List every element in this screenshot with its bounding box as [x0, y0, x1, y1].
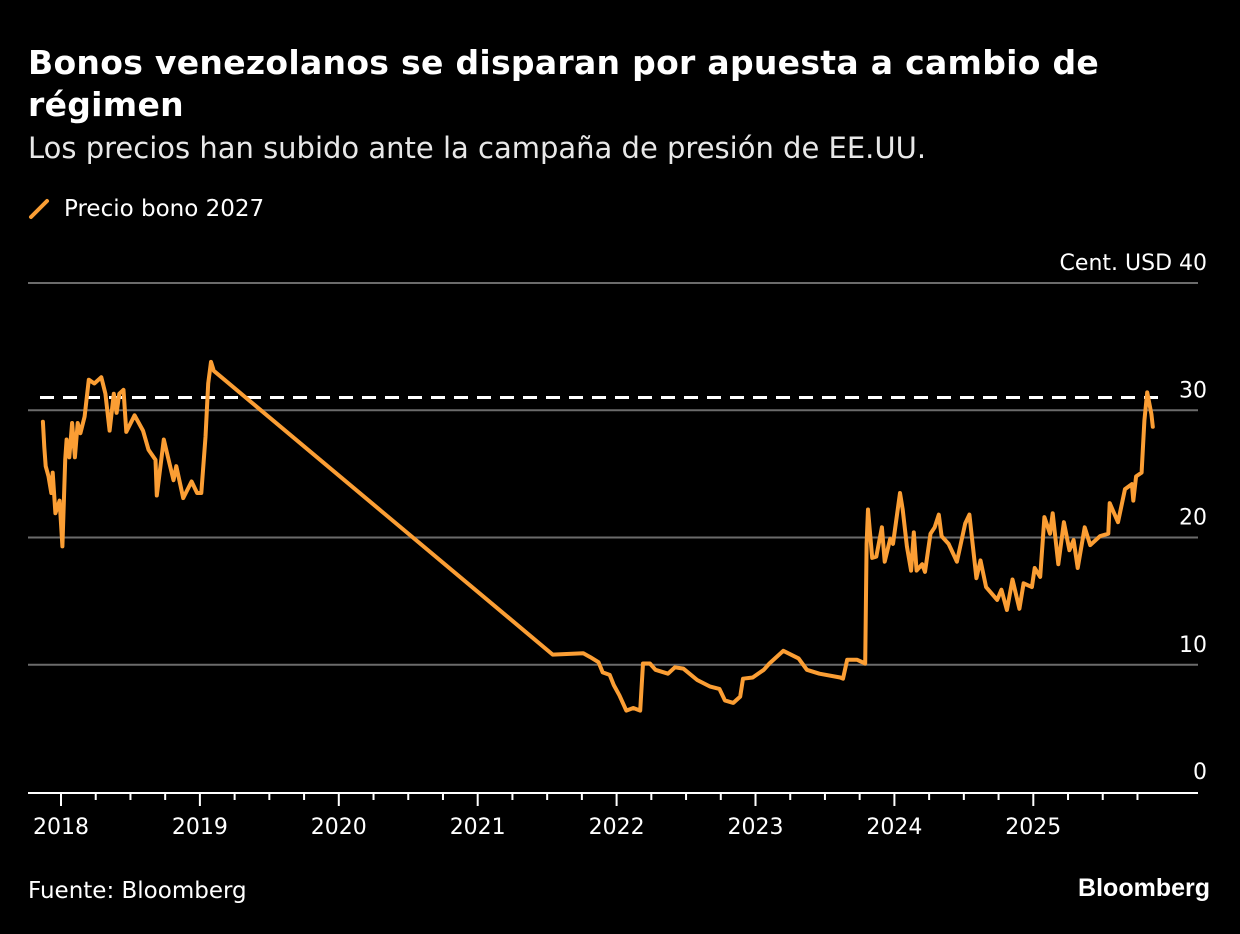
y-tick-label: 0 [1193, 760, 1207, 785]
x-tick-label: 2018 [33, 815, 89, 840]
x-tick-label: 2022 [589, 815, 645, 840]
y-tick-label: 30 [1179, 378, 1207, 403]
x-tick-label: 2023 [728, 815, 784, 840]
y-tick-label: 20 [1179, 506, 1207, 531]
chart-title: Bonos venezolanos se disparan por apuest… [28, 43, 1100, 124]
x-tick-label: 2025 [1005, 815, 1061, 840]
chart-subtitle: Los precios han subido ante la campaña d… [28, 131, 927, 165]
source-note: Fuente: Bloomberg [28, 878, 247, 904]
x-tick-label: 2024 [866, 815, 922, 840]
legend-line-icon [29, 199, 49, 219]
series-line-precio-bono-2027 [40, 359, 1155, 713]
x-tick-label: 2019 [172, 815, 228, 840]
legend-label: Precio bono 2027 [64, 196, 265, 222]
x-tick-label: 2020 [311, 815, 367, 840]
bloomberg-logo: Bloomberg [1078, 874, 1210, 902]
legend: Precio bono 2027 [28, 196, 264, 222]
y-tick-label: 10 [1179, 633, 1207, 658]
y-tick-label: Cent. USD 40 [1060, 251, 1207, 276]
x-tick-label: 2021 [450, 815, 506, 840]
